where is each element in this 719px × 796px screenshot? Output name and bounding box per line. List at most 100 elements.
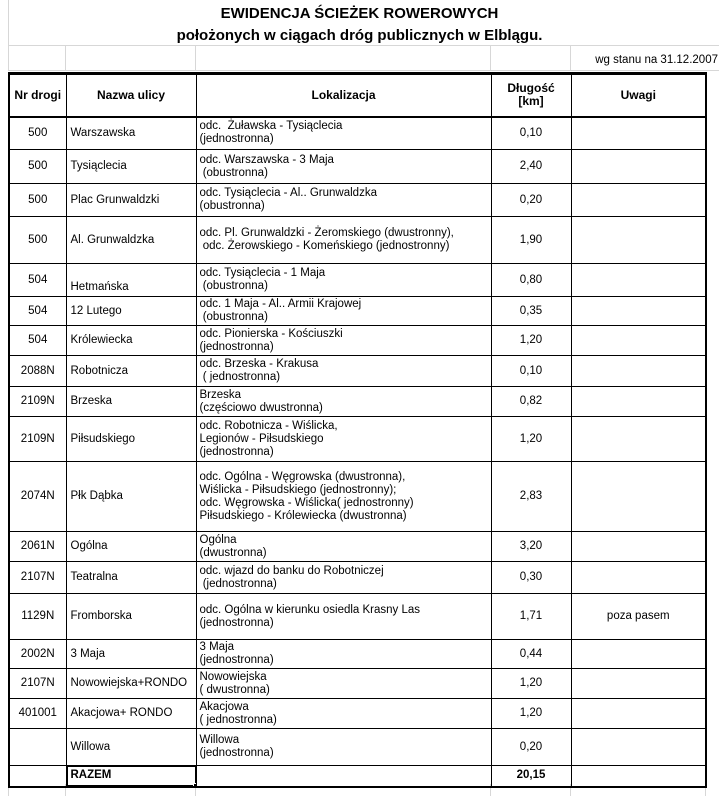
road-number-cell[interactable]: 504 [8, 263, 67, 297]
header-location[interactable]: Lokalizacja [195, 72, 492, 118]
location-cell[interactable]: Willowa (jednostronna) [195, 728, 492, 766]
street-name-cell[interactable]: Brzeska [65, 386, 197, 417]
length-cell[interactable]: 1,20 [490, 325, 572, 356]
street-name-cell[interactable]: Królewiecka [65, 325, 197, 356]
location-cell[interactable]: odc. Tysiąclecia - 1 Maja (obustronna) [195, 263, 492, 297]
road-number-cell[interactable]: 500 [8, 149, 67, 184]
remarks-cell[interactable] [570, 149, 707, 184]
length-cell[interactable]: 0,20 [490, 183, 572, 217]
road-number-cell[interactable]: 504 [8, 296, 67, 326]
location-cell[interactable]: odc. Brzeska - Krakusa ( jednostronna) [195, 355, 492, 387]
road-number-cell[interactable] [8, 728, 67, 766]
location-cell[interactable]: odc. Pionierska - Kościuszki (jednostron… [195, 325, 492, 356]
location-cell[interactable]: odc. Warszawska - 3 Maja (obustronna) [195, 149, 492, 184]
location-cell[interactable]: odc. Pl. Grunwaldzki - Żeromskiego (dwus… [195, 216, 492, 264]
road-number-cell[interactable]: 2074N [8, 461, 67, 532]
location-cell[interactable]: Nowowiejska ( dwustronna) [195, 668, 492, 699]
street-name-cell[interactable]: 12 Lutego [65, 296, 197, 326]
length-cell[interactable]: 0,10 [490, 355, 572, 387]
road-number-cell[interactable]: 500 [8, 216, 67, 264]
road-number-cell[interactable]: 2088N [8, 355, 67, 387]
location-cell[interactable]: odc. Ogólna - Węgrowska (dwustronna), Wi… [195, 461, 492, 532]
remarks-cell[interactable] [570, 386, 707, 417]
length-cell[interactable]: 1,20 [490, 698, 572, 729]
street-name-cell[interactable]: Willowa [65, 728, 197, 766]
street-name-cell[interactable]: 3 Maja [65, 639, 197, 669]
road-number-cell[interactable]: 500 [8, 183, 67, 217]
length-cell[interactable]: 1,90 [490, 216, 572, 264]
length-cell[interactable]: 0,10 [490, 116, 572, 150]
length-cell[interactable]: 0,80 [490, 263, 572, 297]
length-cell[interactable]: 0,44 [490, 639, 572, 669]
remarks-cell[interactable] [570, 765, 707, 788]
header-length-km[interactable]: Długość [km] [490, 72, 572, 118]
length-cell[interactable]: 2,83 [490, 461, 572, 532]
location-cell[interactable]: odc. Tysiąclecia - Al.. Grunwaldzka (obu… [195, 183, 492, 217]
street-name-cell[interactable]: Płk Dąbka [65, 461, 197, 532]
length-cell[interactable]: 1,20 [490, 416, 572, 462]
street-name-cell[interactable]: Akacjowa+ RONDO [65, 698, 197, 729]
header-remarks[interactable]: Uwagi [570, 72, 707, 118]
remarks-cell[interactable] [570, 639, 707, 669]
location-cell[interactable]: Ogólna (dwustronna) [195, 531, 492, 562]
location-cell[interactable]: odc. Żuławska - Tysiąclecia (jednostronn… [195, 116, 492, 150]
road-number-cell[interactable]: 2002N [8, 639, 67, 669]
location-cell[interactable]: odc. 1 Maja - Al.. Armii Krajowej (obust… [195, 296, 492, 326]
road-number-cell[interactable]: 2061N [8, 531, 67, 562]
remarks-cell[interactable] [570, 531, 707, 562]
remarks-cell[interactable] [570, 216, 707, 264]
road-number-cell[interactable]: 1129N [8, 593, 67, 640]
street-name-cell[interactable]: Hetmańska [65, 263, 197, 297]
remarks-cell[interactable] [570, 183, 707, 217]
remarks-cell[interactable] [570, 416, 707, 462]
remarks-cell[interactable] [570, 116, 707, 150]
remarks-cell[interactable] [570, 561, 707, 594]
road-number-cell[interactable]: 2107N [8, 668, 67, 699]
total-length-cell[interactable]: 20,15 [490, 765, 572, 788]
total-label-cell[interactable]: RAZEM [65, 765, 197, 788]
length-cell[interactable]: 0,35 [490, 296, 572, 326]
street-name-cell[interactable]: Al. Grunwaldzka [65, 216, 197, 264]
header-street-name[interactable]: Nazwa ulicy [65, 72, 197, 118]
length-cell[interactable]: 1,71 [490, 593, 572, 640]
length-cell[interactable]: 0,20 [490, 728, 572, 766]
remarks-cell[interactable] [570, 355, 707, 387]
location-cell[interactable] [195, 765, 492, 788]
remarks-cell[interactable]: poza pasem [570, 593, 707, 640]
header-road-number[interactable]: Nr drogi [8, 72, 67, 118]
selection-fill-handle[interactable] [192, 782, 195, 785]
street-name-cell[interactable]: Piłsudskiego [65, 416, 197, 462]
location-cell[interactable]: Akacjowa ( jednostronna) [195, 698, 492, 729]
length-cell[interactable]: 1,20 [490, 668, 572, 699]
length-cell[interactable]: 0,30 [490, 561, 572, 594]
remarks-cell[interactable] [570, 698, 707, 729]
street-name-cell[interactable]: Nowowiejska+RONDO [65, 668, 197, 699]
length-cell[interactable]: 3,20 [490, 531, 572, 562]
street-name-cell[interactable]: Plac Grunwaldzki [65, 183, 197, 217]
remarks-cell[interactable] [570, 263, 707, 297]
location-cell[interactable]: Brzeska (częściowo dwustronna) [195, 386, 492, 417]
remarks-cell[interactable] [570, 461, 707, 532]
street-name-cell[interactable]: Ogólna [65, 531, 197, 562]
remarks-cell[interactable] [570, 296, 707, 326]
road-number-cell[interactable]: 2109N [8, 386, 67, 417]
length-cell[interactable]: 0,82 [490, 386, 572, 417]
road-number-cell[interactable]: 2107N [8, 561, 67, 594]
road-number-cell[interactable]: 2109N [8, 416, 67, 462]
location-cell[interactable]: odc. wjazd do banku do Robotniczej (jedn… [195, 561, 492, 594]
location-cell[interactable]: odc. Ogólna w kierunku osiedla Krasny La… [195, 593, 492, 640]
street-name-cell[interactable]: Tysiąclecia [65, 149, 197, 184]
remarks-cell[interactable] [570, 668, 707, 699]
road-number-cell[interactable]: 500 [8, 116, 67, 150]
street-name-cell[interactable]: Warszawska [65, 116, 197, 150]
street-name-cell[interactable]: Fromborska [65, 593, 197, 640]
road-number-cell[interactable]: 401001 [8, 698, 67, 729]
location-cell[interactable]: odc. Robotnicza - Wiślicka, Legionów - P… [195, 416, 492, 462]
road-number-cell[interactable] [8, 765, 67, 788]
length-cell[interactable]: 2,40 [490, 149, 572, 184]
street-name-cell[interactable]: Teatralna [65, 561, 197, 594]
remarks-cell[interactable] [570, 325, 707, 356]
street-name-cell[interactable]: Robotnicza [65, 355, 197, 387]
location-cell[interactable]: 3 Maja (jednostronna) [195, 639, 492, 669]
remarks-cell[interactable] [570, 728, 707, 766]
